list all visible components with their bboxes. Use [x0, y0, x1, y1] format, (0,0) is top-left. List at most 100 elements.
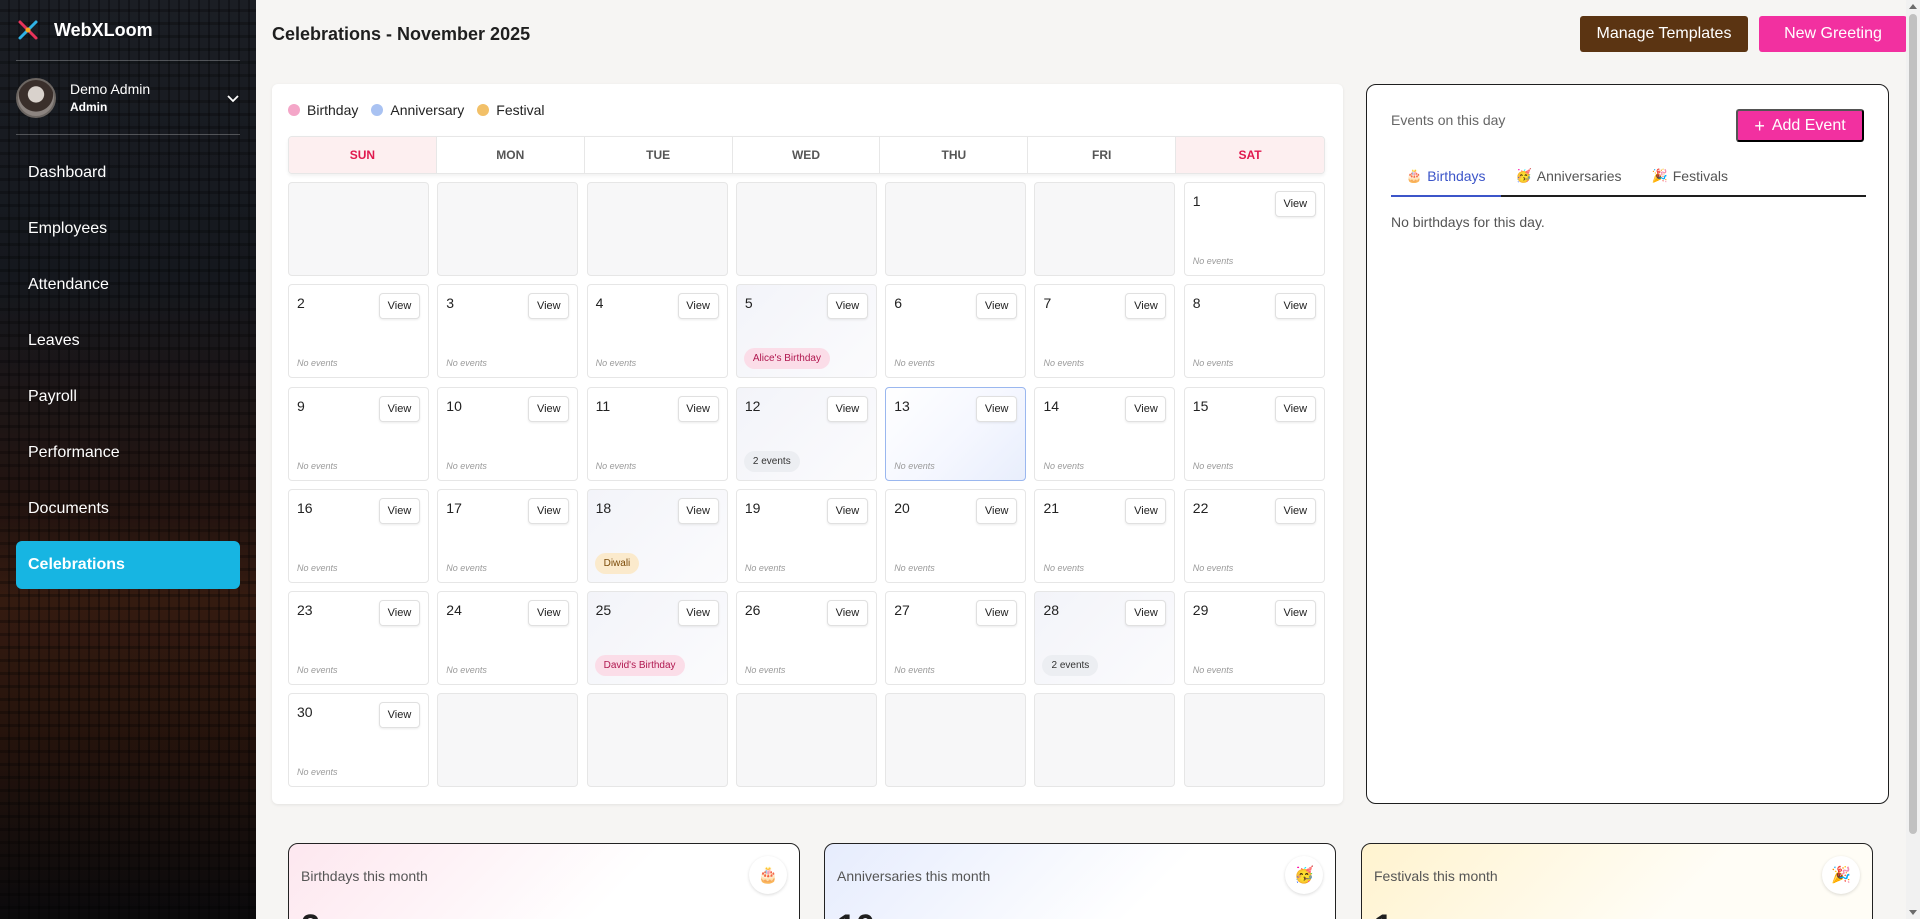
view-day-button[interactable]: View [1274, 497, 1316, 524]
calendar-day-cell[interactable]: 28 View 2 events [1034, 591, 1176, 686]
calendar-day-cell[interactable]: 10 View No events [437, 386, 579, 481]
tab-label: Birthdays [1427, 168, 1486, 184]
calendar-day-cell[interactable]: 23 View No events [288, 591, 429, 686]
calendar-day-cell[interactable]: 19 View No events [735, 488, 877, 583]
view-day-button[interactable]: View [976, 497, 1018, 524]
party-popper-icon: 🎉 [1822, 856, 1860, 894]
view-day-button[interactable]: View [826, 293, 868, 320]
page-scrollbar[interactable] [1906, 0, 1920, 919]
calendar-grid: 1 View No events 2 View No events 3 View No even… [288, 182, 1325, 788]
summary-label: Anniversaries this month [837, 868, 991, 884]
calendar-day-cell[interactable]: 18 View Diwali [586, 488, 728, 583]
calendar-day-cell[interactable]: 5 View Alice's Birthday [735, 284, 877, 379]
scroll-up-arrow-icon[interactable] [1909, 4, 1917, 9]
view-day-button[interactable]: View [677, 600, 719, 627]
view-day-button[interactable]: View [1125, 600, 1167, 627]
sidebar-item-payroll[interactable]: Payroll [16, 373, 240, 421]
calendar-empty-cell [288, 182, 429, 276]
view-day-button[interactable]: View [528, 293, 570, 320]
tab-anniversaries[interactable]: 🥳 Anniversaries [1501, 165, 1637, 197]
calendar-day-cell[interactable]: 17 View No events [437, 488, 579, 583]
calendar-day-cell[interactable]: 15 View No events [1183, 386, 1325, 481]
tab-festivals[interactable]: 🎉 Festivals [1637, 165, 1743, 197]
view-day-button[interactable]: View [677, 497, 719, 524]
tab-birthdays[interactable]: 🎂 Birthdays [1391, 165, 1501, 197]
view-day-button[interactable]: View [379, 600, 420, 627]
view-day-button[interactable]: View [1274, 600, 1316, 627]
calendar-day-cell[interactable]: 16 View No events [288, 488, 429, 583]
sidebar-item-performance[interactable]: Performance [16, 429, 240, 477]
calendar-day-cell[interactable]: 3 View No events [437, 284, 579, 379]
event-chip[interactable]: 2 events [743, 450, 800, 472]
calendar-day-cell[interactable]: 6 View No events [885, 284, 1027, 379]
calendar-day-cell[interactable]: 26 View No events [735, 591, 877, 686]
no-events-text: No events [446, 665, 487, 676]
calendar-day-cell[interactable]: 12 View 2 events [735, 386, 877, 481]
calendar-day-cell[interactable]: 20 View No events [885, 488, 1027, 583]
view-day-button[interactable]: View [528, 600, 570, 627]
calendar-day-cell[interactable]: 1 View No events [1183, 182, 1325, 276]
calendar-day-cell[interactable]: 21 View No events [1034, 488, 1176, 583]
view-day-button[interactable]: View [1125, 395, 1167, 422]
view-day-button[interactable]: View [976, 600, 1018, 627]
event-chip[interactable]: David's Birthday [594, 655, 685, 677]
add-event-button[interactable]: + Add Event [1736, 109, 1864, 142]
summary-value: 10 [837, 908, 875, 919]
user-menu[interactable]: Demo Admin Admin [0, 61, 256, 134]
view-day-button[interactable]: View [1274, 395, 1316, 422]
calendar-day-cell[interactable]: 4 View No events [586, 284, 728, 379]
view-day-button[interactable]: View [677, 293, 719, 320]
calendar-day-cell[interactable]: 24 View No events [437, 591, 579, 686]
view-day-button[interactable]: View [379, 702, 420, 729]
no-events-text: No events [446, 358, 487, 369]
view-day-button[interactable]: View [826, 600, 868, 627]
calendar-day-cell[interactable]: 30 View No events [288, 693, 429, 788]
scroll-down-arrow-icon[interactable] [1909, 910, 1917, 915]
calendar-empty-cell [1034, 182, 1176, 276]
sidebar-item-celebrations[interactable]: Celebrations [16, 541, 240, 589]
weekday-tue: TUE [584, 137, 733, 173]
event-chip[interactable]: Alice's Birthday [743, 348, 830, 370]
calendar-day-cell[interactable]: 29 View No events [1183, 591, 1325, 686]
sidebar-item-dashboard[interactable]: Dashboard [16, 149, 240, 197]
view-day-button[interactable]: View [379, 497, 420, 524]
anniversary-dot [371, 104, 384, 116]
new-greeting-button[interactable]: New Greeting [1759, 16, 1907, 52]
sidebar-item-employees[interactable]: Employees [16, 205, 240, 253]
view-day-button[interactable]: View [976, 395, 1018, 422]
view-day-button[interactable]: View [677, 395, 719, 422]
sidebar-item-attendance[interactable]: Attendance [16, 261, 240, 309]
view-day-button[interactable]: View [826, 497, 868, 524]
calendar-day-cell[interactable]: 13 View No events [885, 386, 1027, 481]
view-day-button[interactable]: View [528, 497, 570, 524]
view-day-button[interactable]: View [379, 293, 420, 320]
view-day-button[interactable]: View [1274, 293, 1316, 320]
event-chip[interactable]: 2 events [1042, 655, 1099, 677]
view-day-button[interactable]: View [528, 395, 570, 422]
brand[interactable]: WebXLoom [0, 0, 256, 60]
calendar-day-cell[interactable]: 9 View No events [288, 386, 429, 481]
view-day-button[interactable]: View [1125, 293, 1167, 320]
calendar-empty-cell [885, 693, 1027, 788]
calendar-day-cell[interactable]: 7 View No events [1034, 284, 1176, 379]
calendar-day-cell[interactable]: 25 View David's Birthday [586, 591, 728, 686]
calendar-day-cell[interactable]: 2 View No events [288, 284, 429, 379]
calendar-day-cell[interactable]: 11 View No events [586, 386, 728, 481]
calendar-day-cell[interactable]: 14 View No events [1034, 386, 1176, 481]
calendar-day-cell[interactable]: 8 View No events [1183, 284, 1325, 379]
calendar-day-cell[interactable]: 27 View No events [885, 591, 1027, 686]
sidebar-item-label: Leaves [28, 332, 80, 349]
festivals-summary-card: Festivals this month 🎉 1 [1361, 843, 1873, 919]
view-day-button[interactable]: View [826, 395, 868, 422]
manage-templates-button[interactable]: Manage Templates [1580, 16, 1748, 52]
sidebar-item-leaves[interactable]: Leaves [16, 317, 240, 365]
sidebar-item-documents[interactable]: Documents [16, 485, 240, 533]
event-chip[interactable]: Diwali [594, 552, 640, 574]
view-day-button[interactable]: View [1125, 497, 1167, 524]
chevron-down-icon[interactable] [226, 91, 240, 105]
view-day-button[interactable]: View [379, 395, 420, 422]
calendar-day-cell[interactable]: 22 View No events [1183, 488, 1325, 583]
scroll-thumb[interactable] [1909, 14, 1917, 834]
view-day-button[interactable]: View [1274, 191, 1316, 217]
view-day-button[interactable]: View [976, 293, 1018, 320]
